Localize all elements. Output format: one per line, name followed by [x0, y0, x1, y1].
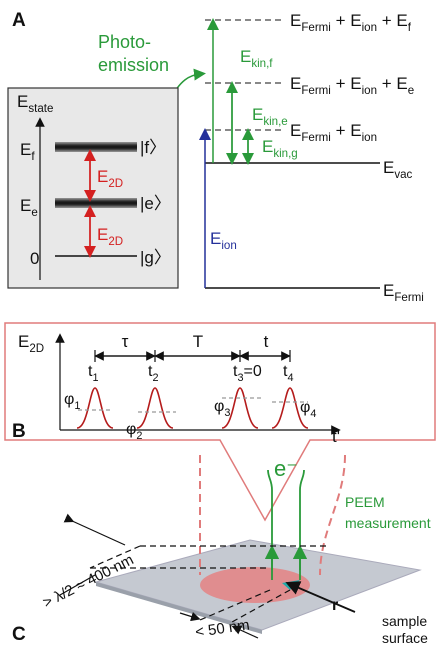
- subscript: Fermi: [301, 22, 331, 34]
- subscript: 2: [136, 430, 142, 442]
- subscript: kin,e: [263, 116, 287, 128]
- subscript: e: [31, 207, 37, 219]
- label: sample: [382, 613, 427, 629]
- subscript: Fermi: [394, 292, 424, 304]
- panel-label: B: [12, 421, 26, 442]
- ket-label: |g〉: [140, 248, 171, 267]
- arrow: [70, 520, 125, 545]
- label: Photo-: [98, 32, 151, 52]
- electron-label: e⁻: [274, 456, 298, 481]
- subscript: 3: [224, 407, 230, 419]
- subscript: ion: [362, 22, 377, 34]
- subscript: state: [28, 103, 53, 115]
- text-part: E: [17, 92, 28, 111]
- text-part: + E: [331, 121, 362, 140]
- text-part: E: [252, 105, 263, 124]
- text-part: E: [210, 229, 221, 248]
- label: measurement: [345, 515, 431, 531]
- subscript: 1: [74, 400, 80, 412]
- state-band: [55, 143, 137, 151]
- arrow-label: Ekin,f: [240, 47, 273, 70]
- level-label: EFermi + Eion: [290, 121, 377, 144]
- arrow-label: Ekin,e: [252, 105, 288, 128]
- text-part: φ: [214, 398, 224, 415]
- text-part: E: [262, 137, 273, 156]
- panel-box: [5, 323, 435, 520]
- text-part: E: [290, 11, 301, 30]
- text-part: E: [383, 158, 394, 177]
- state-label: 0: [30, 249, 39, 268]
- interval-label: t: [264, 332, 269, 351]
- subscript: 2D: [108, 236, 123, 248]
- interval-label: τ: [122, 332, 129, 351]
- text-part: E: [20, 140, 31, 159]
- arrow-label: Eion: [210, 229, 237, 252]
- interval-label: T: [193, 332, 203, 351]
- subscript: Fermi: [301, 85, 331, 97]
- text-part: φ: [126, 421, 136, 438]
- subscript: 2D: [29, 343, 44, 355]
- level-label: EFermi: [383, 281, 424, 304]
- text-part: + E: [377, 11, 408, 30]
- text-part: E: [97, 167, 108, 186]
- text-part: φ: [64, 391, 74, 408]
- level-label: EFermi + Eion + Ee: [290, 74, 414, 97]
- dimension-label: < 50 nm: [194, 617, 250, 641]
- label: PEEM: [345, 494, 385, 510]
- subscript: 4: [310, 408, 316, 420]
- text-part: φ: [300, 399, 310, 416]
- text-part: + E: [331, 11, 362, 30]
- text-part: + E: [331, 74, 362, 93]
- label: surface: [382, 630, 428, 646]
- subscript: 2D: [108, 178, 123, 190]
- label: emission: [98, 55, 169, 75]
- level-label: Evac: [383, 158, 413, 181]
- text-part: E: [290, 74, 301, 93]
- subscript: ion: [362, 85, 377, 97]
- level-label: EFermi + Eion + Ef: [290, 11, 412, 34]
- layout: [5, 20, 435, 638]
- subscript: vac: [394, 169, 412, 181]
- subscript: Fermi: [301, 132, 331, 144]
- subscript: 2: [152, 372, 158, 384]
- axis-label: t': [332, 427, 340, 446]
- text-part: + E: [377, 74, 408, 93]
- subscript: ion: [362, 132, 377, 144]
- subscript: 1: [92, 372, 98, 384]
- subscript: ion: [221, 240, 236, 252]
- panel-label: A: [12, 10, 26, 31]
- text-part: E: [290, 121, 301, 140]
- arrow-label: Ekin,g: [262, 137, 298, 160]
- subscript: f: [408, 22, 412, 34]
- text-part: =0: [244, 363, 262, 380]
- text-part: E: [97, 225, 108, 244]
- vector-label: r: [332, 597, 338, 614]
- ket-label: |e〉: [140, 194, 171, 213]
- text-part: E: [383, 281, 394, 300]
- text-part: 0: [30, 249, 39, 268]
- subscript: kin,g: [273, 148, 297, 160]
- text-part: E: [18, 332, 29, 351]
- subscript: e: [408, 85, 414, 97]
- subscript: 4: [287, 372, 293, 384]
- text-part: E: [20, 196, 31, 215]
- panel-label: C: [12, 624, 26, 645]
- subscript: kin,f: [251, 58, 273, 70]
- state-band: [55, 199, 137, 207]
- text-part: E: [240, 47, 251, 66]
- figure: APhoto-emissionEFermi + Eion + EfEFermi …: [0, 0, 441, 649]
- ket-label: |f〉: [140, 138, 166, 157]
